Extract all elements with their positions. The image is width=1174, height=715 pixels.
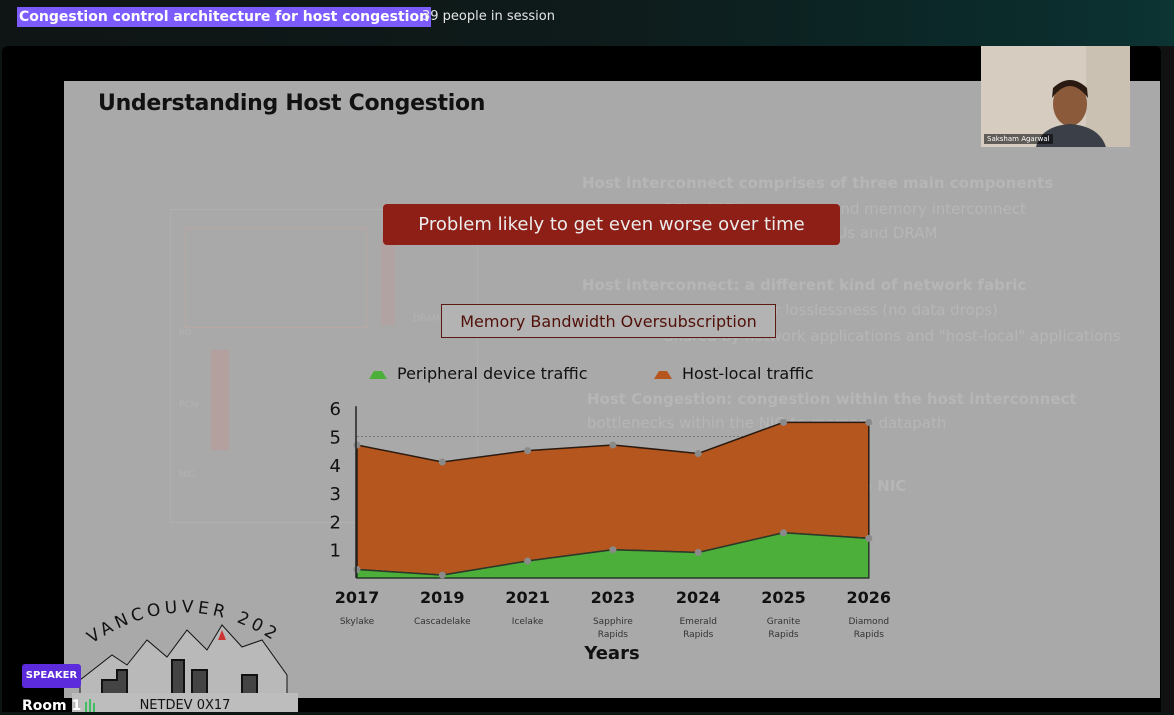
x-sub-label: Icelake [512, 617, 544, 627]
x-sub-label: Rapids [683, 630, 713, 640]
x-sub-label: Rapids [854, 630, 884, 640]
peripheral-area [356, 531, 870, 579]
diagram-label: DRAM [413, 314, 440, 324]
x-sub-label: Rapids [598, 630, 628, 640]
speaker-badge: SPEAKER [22, 664, 81, 688]
session-header: Congestion control architecture for host… [0, 0, 1174, 46]
x-tick-label: 2023 [591, 588, 636, 607]
y-tick-label: 6 [330, 399, 341, 420]
cpu-grid [185, 228, 367, 328]
x-tick-label: 2026 [847, 588, 892, 607]
presentation-slide: Understanding Host Congestion IIO PCIe N… [64, 81, 1160, 698]
x-tick-label: 2019 [420, 588, 465, 607]
peripheral-point [438, 571, 446, 579]
y-tick-label: 3 [330, 484, 341, 505]
diagram-label: IIO [179, 328, 192, 338]
host-architecture-diagram: IIO PCIe NIC DRAM [170, 209, 478, 523]
y-tick-label: 5 [330, 428, 341, 449]
pcie-link [211, 350, 229, 450]
y-tick-label: 4 [330, 456, 341, 477]
faded-text: Shared by network applications and "host… [664, 327, 1121, 345]
legend-label: Peripheral device traffic [397, 364, 588, 383]
y-tick-label: 1 [330, 541, 341, 562]
x-sub-label: Diamond [848, 617, 889, 627]
webcam-name-label: Saksham Agarwal [984, 134, 1053, 144]
chart-title: Memory Bandwidth Oversubscription [441, 304, 776, 338]
host-local-point [865, 418, 873, 426]
x-tick-label: 2024 [676, 588, 721, 607]
legend-label: Host-local traffic [682, 364, 814, 383]
x-tick-label: 2021 [505, 588, 550, 607]
logo-bottom-text: NETDEV 0X17 [140, 698, 231, 712]
host-local-point [780, 418, 787, 426]
diagram-label: PCIe [179, 400, 199, 410]
x-tick-label: 2017 [335, 588, 380, 607]
y-tick-label: 2 [330, 512, 341, 533]
peripheral-point [780, 529, 787, 537]
people-count[interactable]: 39 people in session [422, 9, 555, 24]
speaker-webcam[interactable]: Saksham Agarwal [981, 46, 1130, 147]
logo-arc-text: VANCOUVER 2023 [72, 585, 280, 648]
peripheral-point [694, 549, 702, 557]
x-tick-label: 2025 [761, 588, 806, 607]
faded-text: Host interconnect: a different kind of n… [582, 276, 1027, 294]
room-label: Room 1 [22, 698, 82, 714]
audio-level-icon [85, 699, 95, 712]
peripheral-point [865, 534, 873, 542]
host-local-point [353, 441, 361, 449]
x-sub-label: Sapphire [593, 617, 633, 627]
legend-swatch [654, 371, 672, 379]
memory-link [381, 235, 395, 325]
slide-title: Understanding Host Congestion [98, 91, 486, 116]
problem-banner: Problem likely to get even worse over ti… [383, 204, 840, 245]
faded-text: Host Congestion: congestion within the h… [587, 390, 1077, 408]
vancouver-logo: VANCOUVER 2023 NETDEV 0X17 [72, 585, 298, 712]
session-title[interactable]: Congestion control architecture for host… [17, 7, 432, 27]
peripheral-point [353, 566, 361, 574]
faded-text: Host interconnect comprises of three mai… [582, 174, 1054, 192]
legend-swatch [369, 371, 387, 379]
host-local-point [524, 447, 532, 455]
host-local-point [438, 458, 446, 466]
x-sub-label: Emerald [679, 617, 716, 627]
bandwidth-chart: 1 2 3 4 5 6 2017 Skylake 2019 Cascadelake 2021 Icel… [330, 364, 892, 664]
peripheral-point [609, 546, 617, 554]
scrollbar[interactable] [1162, 46, 1174, 712]
host-local-point [694, 449, 702, 457]
speaker-video-icon [981, 46, 1130, 147]
host-local-point [609, 441, 617, 449]
x-sub-label: Granite [767, 617, 801, 627]
peripheral-point [524, 557, 532, 565]
x-axis-title: Years [583, 643, 639, 664]
diagram-label: NIC [179, 470, 195, 480]
x-sub-label: Skylake [340, 617, 375, 627]
logo-top-text: VANCOUVER 2023 [72, 585, 284, 648]
x-sub-label: Rapids [768, 630, 798, 640]
x-sub-label: Cascadelake [414, 617, 471, 627]
